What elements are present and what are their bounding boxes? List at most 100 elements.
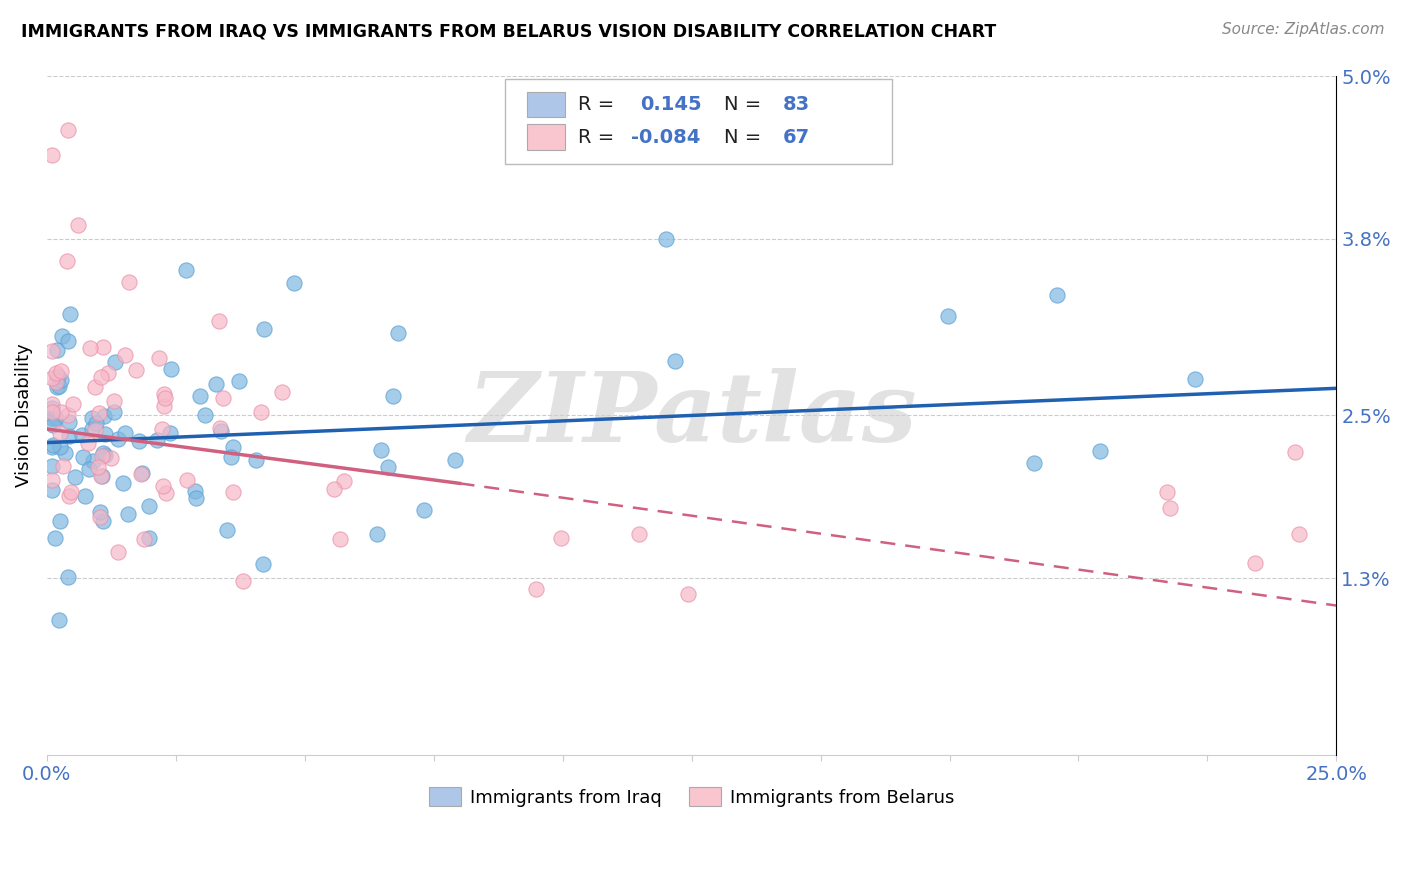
Text: Source: ZipAtlas.com: Source: ZipAtlas.com <box>1222 22 1385 37</box>
Point <box>138 531 160 545</box>
Text: IMMIGRANTS FROM IRAQ VS IMMIGRANTS FROM BELARUS VISION DISABILITY CORRELATION CH: IMMIGRANTS FROM IRAQ VS IMMIGRANTS FROM … <box>21 22 997 40</box>
Point <box>77 462 100 476</box>
Point <box>664 354 686 368</box>
Point <box>112 476 135 491</box>
Point <box>329 533 352 547</box>
Point <box>55 446 77 460</box>
Point <box>245 453 267 467</box>
Text: -0.084: -0.084 <box>631 128 700 146</box>
Point <box>90 468 112 483</box>
Point <box>89 506 111 520</box>
Point <box>370 443 392 458</box>
Point <box>91 339 114 353</box>
Point <box>58 569 80 583</box>
Point <box>41 473 63 487</box>
Point <box>41 438 63 452</box>
Point <box>90 369 112 384</box>
Point <box>138 499 160 513</box>
Text: N =: N = <box>724 128 768 146</box>
Point <box>49 373 72 387</box>
Point <box>1090 444 1112 458</box>
Point <box>41 401 63 415</box>
Point <box>205 377 228 392</box>
Text: N =: N = <box>724 95 768 114</box>
Point <box>46 343 69 357</box>
Point <box>56 254 79 268</box>
Point <box>413 503 436 517</box>
Point <box>148 351 170 366</box>
Point <box>655 232 678 246</box>
Point <box>377 459 399 474</box>
Point <box>70 428 93 442</box>
Point <box>443 452 465 467</box>
Point <box>41 483 63 497</box>
Point <box>89 509 111 524</box>
Point <box>114 348 136 362</box>
Point <box>186 491 208 505</box>
Point <box>82 454 104 468</box>
Point <box>94 426 117 441</box>
Point <box>84 380 107 394</box>
Point <box>104 355 127 369</box>
Point <box>676 587 699 601</box>
Point <box>94 448 117 462</box>
Point <box>219 450 242 464</box>
Point <box>91 446 114 460</box>
Point <box>222 485 245 500</box>
Point <box>46 380 69 394</box>
Point <box>41 410 63 425</box>
Point <box>117 508 139 522</box>
Point <box>1184 372 1206 386</box>
Point <box>58 489 80 503</box>
Point <box>188 389 211 403</box>
Point <box>1022 457 1045 471</box>
Point <box>52 459 75 474</box>
Point <box>184 483 207 498</box>
Text: R =: R = <box>578 95 620 114</box>
Point <box>366 527 388 541</box>
Point <box>51 364 73 378</box>
Point <box>41 397 63 411</box>
Point <box>160 362 183 376</box>
Point <box>627 527 650 541</box>
Point <box>524 582 547 597</box>
Point <box>134 532 156 546</box>
Point <box>322 482 344 496</box>
Point <box>49 405 72 419</box>
Point <box>93 515 115 529</box>
Point <box>51 328 73 343</box>
Point <box>42 417 65 432</box>
Text: 67: 67 <box>783 128 810 146</box>
Point <box>77 435 100 450</box>
Point <box>194 409 217 423</box>
Point <box>93 409 115 423</box>
Point <box>131 466 153 480</box>
Point <box>45 375 67 389</box>
Point <box>58 429 80 443</box>
Point <box>1046 288 1069 302</box>
FancyBboxPatch shape <box>527 92 565 118</box>
Point <box>1244 556 1267 570</box>
Point <box>159 425 181 440</box>
Point <box>936 309 959 323</box>
Point <box>146 434 169 448</box>
Point <box>228 374 250 388</box>
Point <box>1284 445 1306 459</box>
Point <box>107 545 129 559</box>
Point <box>91 469 114 483</box>
Point <box>97 366 120 380</box>
Point <box>176 473 198 487</box>
Point <box>45 411 67 425</box>
Point <box>84 416 107 430</box>
Point <box>103 405 125 419</box>
Point <box>174 262 197 277</box>
Point <box>107 432 129 446</box>
Point <box>48 440 70 454</box>
Point <box>252 557 274 571</box>
Text: 83: 83 <box>783 95 810 114</box>
Point <box>250 405 273 419</box>
Point <box>48 369 70 384</box>
Point <box>82 422 104 436</box>
Point <box>45 366 67 380</box>
Point <box>63 469 86 483</box>
